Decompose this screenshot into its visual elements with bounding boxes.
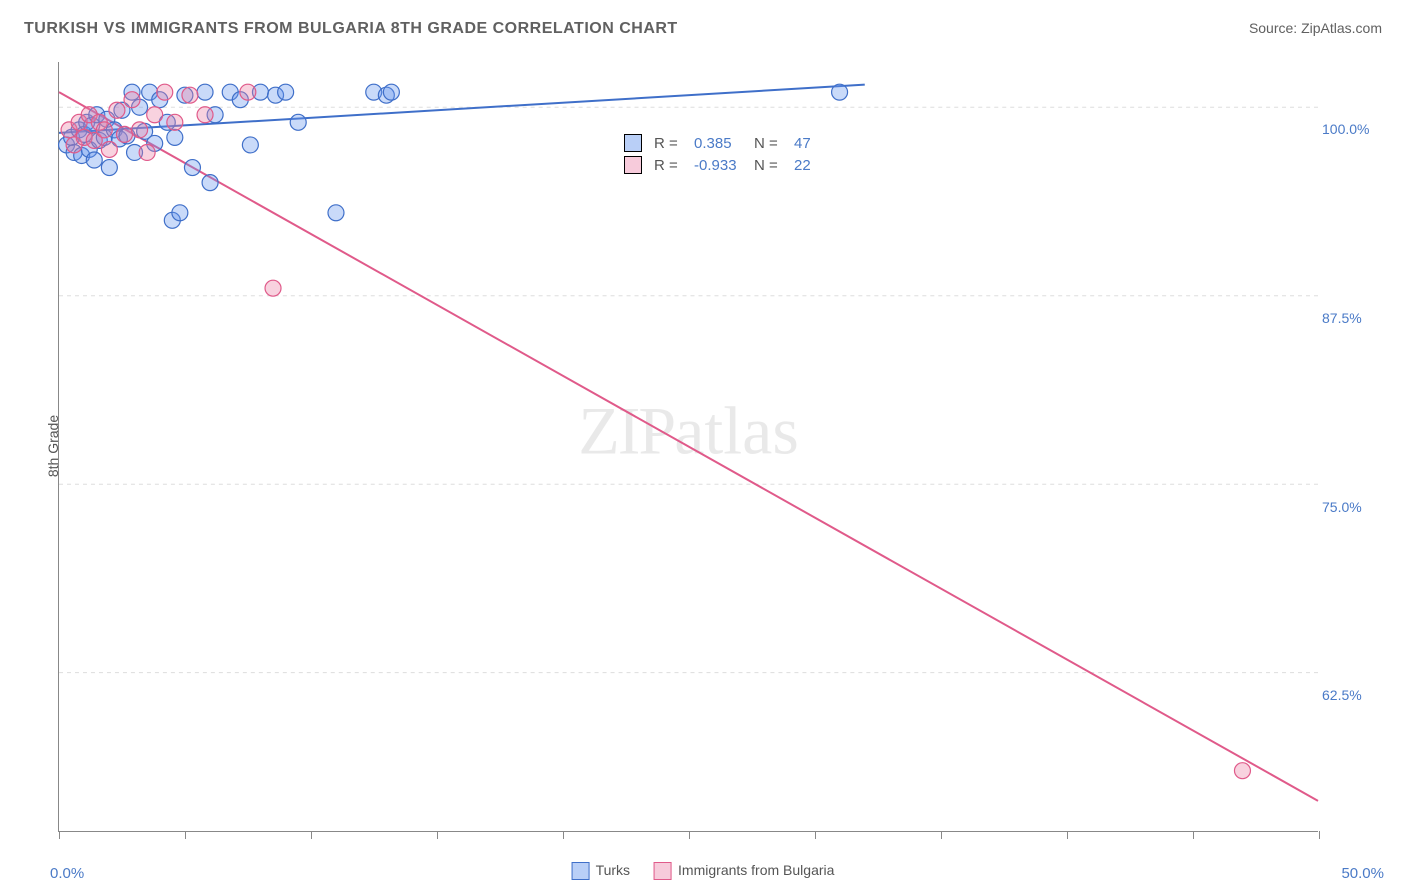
data-point bbox=[832, 84, 848, 100]
data-point bbox=[167, 114, 183, 130]
x-tick bbox=[311, 831, 312, 839]
x-tick bbox=[1319, 831, 1320, 839]
data-point bbox=[182, 87, 198, 103]
data-point bbox=[101, 141, 117, 157]
plot-area: ZIPatlas R = 0.385 N = 47 R = -0.933 N =… bbox=[58, 62, 1318, 832]
source-attribution: Source: ZipAtlas.com bbox=[1249, 20, 1382, 36]
data-point bbox=[383, 84, 399, 100]
data-point bbox=[172, 205, 188, 221]
legend-swatch-turks bbox=[624, 134, 642, 152]
x-tick bbox=[437, 831, 438, 839]
data-point bbox=[240, 84, 256, 100]
x-tick bbox=[941, 831, 942, 839]
source-link[interactable]: ZipAtlas.com bbox=[1301, 20, 1382, 36]
legend-item-turks: Turks bbox=[572, 862, 630, 880]
n-label: N = bbox=[754, 157, 788, 174]
data-point bbox=[197, 84, 213, 100]
x-tick bbox=[815, 831, 816, 839]
data-point bbox=[157, 84, 173, 100]
data-point bbox=[184, 160, 200, 176]
y-tick-label: 87.5% bbox=[1322, 310, 1392, 326]
y-tick-label: 100.0% bbox=[1322, 121, 1392, 137]
data-point bbox=[96, 122, 112, 138]
data-point bbox=[197, 107, 213, 123]
data-point bbox=[278, 84, 294, 100]
source-prefix: Source: bbox=[1249, 20, 1301, 36]
series-legend: Turks Immigrants from Bulgaria bbox=[572, 862, 835, 880]
y-tick-label: 62.5% bbox=[1322, 687, 1392, 703]
x-tick bbox=[1067, 831, 1068, 839]
x-tick bbox=[563, 831, 564, 839]
data-point bbox=[86, 152, 102, 168]
data-point bbox=[242, 137, 258, 153]
y-tick-label: 75.0% bbox=[1322, 499, 1392, 515]
data-point bbox=[265, 280, 281, 296]
x-axis-min-label: 0.0% bbox=[50, 865, 84, 882]
r-value-bulgaria: -0.933 bbox=[694, 157, 748, 174]
data-point bbox=[124, 92, 140, 108]
swatch-icon bbox=[572, 862, 590, 880]
data-point bbox=[147, 107, 163, 123]
legend-label-bulgaria: Immigrants from Bulgaria bbox=[678, 862, 834, 878]
data-point bbox=[109, 102, 125, 118]
data-point bbox=[132, 122, 148, 138]
legend-label-turks: Turks bbox=[596, 862, 630, 878]
data-point bbox=[1234, 763, 1250, 779]
data-point bbox=[116, 126, 132, 142]
n-value-bulgaria: 22 bbox=[794, 157, 824, 174]
x-tick bbox=[185, 831, 186, 839]
data-point bbox=[328, 205, 344, 221]
x-tick bbox=[59, 831, 60, 839]
chart-container: TURKISH VS IMMIGRANTS FROM BULGARIA 8TH … bbox=[0, 0, 1406, 892]
r-label: R = bbox=[654, 157, 688, 174]
data-point bbox=[139, 144, 155, 160]
correlation-legend: R = 0.385 N = 47 R = -0.933 N = 22 bbox=[614, 130, 834, 178]
x-tick bbox=[1193, 831, 1194, 839]
x-axis-max-label: 50.0% bbox=[1341, 865, 1384, 882]
data-point bbox=[290, 114, 306, 130]
legend-item-bulgaria: Immigrants from Bulgaria bbox=[654, 862, 834, 880]
data-point bbox=[202, 175, 218, 191]
data-point bbox=[167, 129, 183, 145]
r-value-turks: 0.385 bbox=[694, 135, 748, 152]
swatch-icon bbox=[654, 862, 672, 880]
chart-title: TURKISH VS IMMIGRANTS FROM BULGARIA 8TH … bbox=[24, 20, 678, 38]
n-label: N = bbox=[754, 135, 788, 152]
r-label: R = bbox=[654, 135, 688, 152]
n-value-turks: 47 bbox=[794, 135, 824, 152]
legend-swatch-bulgaria bbox=[624, 156, 642, 174]
data-point bbox=[101, 160, 117, 176]
x-tick bbox=[689, 831, 690, 839]
regression-line bbox=[59, 92, 1318, 801]
